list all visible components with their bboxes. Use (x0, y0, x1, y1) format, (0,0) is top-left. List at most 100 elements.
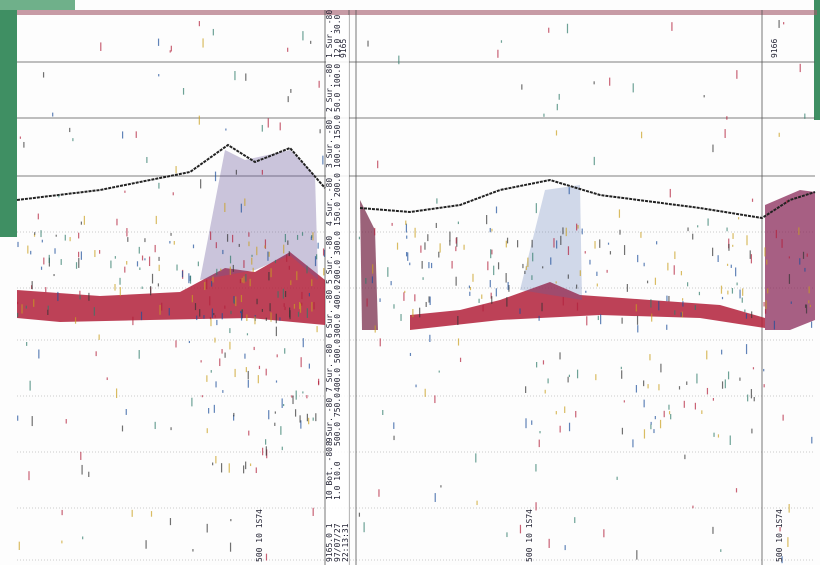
speck (80, 451, 82, 460)
labels: 9165 9166 500 10 1S74 500 10 1S74 500 10 1S7… (255, 10, 784, 562)
speck (562, 227, 564, 235)
speck (288, 251, 290, 257)
speck (654, 277, 657, 285)
speck (425, 301, 427, 307)
speck (507, 281, 509, 290)
speck (568, 187, 570, 195)
speck (222, 390, 224, 393)
annotation: 3 Sur. -80 (325, 120, 334, 168)
speck (191, 397, 193, 407)
speck (254, 316, 256, 325)
speck (294, 409, 297, 417)
speck (313, 302, 315, 310)
annotation: 6 Sur. -80 (325, 290, 334, 338)
speck (312, 417, 314, 421)
speck (482, 304, 484, 312)
speck (119, 277, 121, 285)
speck (577, 225, 579, 229)
speck (264, 245, 266, 248)
speck (712, 398, 714, 401)
speck (246, 314, 248, 322)
speck (110, 260, 112, 269)
speck (284, 291, 287, 298)
speck (301, 291, 303, 300)
speck (210, 318, 212, 327)
speck (323, 268, 325, 276)
speck (724, 379, 726, 389)
speck (225, 128, 227, 131)
speck (243, 465, 245, 474)
speck (567, 246, 570, 256)
speck (717, 255, 719, 263)
speck (596, 283, 598, 287)
speck (486, 215, 488, 225)
speck (170, 45, 172, 52)
speck (379, 298, 381, 302)
speck (243, 260, 245, 268)
speck (201, 395, 203, 398)
speck (78, 251, 80, 258)
speck (114, 284, 116, 291)
speck (745, 344, 748, 355)
speck (244, 353, 246, 359)
speck (798, 227, 800, 235)
speck (788, 504, 790, 513)
speck (398, 55, 400, 65)
speck (293, 303, 296, 309)
speck (650, 299, 652, 308)
speck (229, 341, 231, 350)
speck (251, 257, 253, 265)
speck (374, 325, 376, 333)
speck (308, 292, 310, 297)
speck (651, 313, 653, 322)
speck (656, 241, 658, 245)
speck (491, 249, 493, 255)
speck (214, 315, 216, 318)
speck (265, 317, 267, 321)
speck (378, 489, 380, 497)
speck (635, 304, 637, 312)
speck (99, 250, 101, 254)
speck (175, 166, 177, 174)
speck (735, 488, 738, 493)
speck (274, 259, 277, 264)
speck (555, 281, 557, 284)
speck (265, 439, 267, 445)
speck (778, 132, 780, 137)
speck (40, 230, 42, 238)
speck (658, 301, 660, 311)
speck (358, 236, 361, 240)
speck (576, 223, 578, 231)
speck (737, 217, 740, 220)
speck (226, 234, 229, 242)
speck (593, 156, 595, 166)
speck (274, 411, 276, 414)
speck (531, 420, 533, 425)
speck (154, 421, 156, 430)
speck (666, 295, 668, 302)
speck (726, 116, 728, 120)
speck (728, 238, 730, 249)
speck (678, 386, 681, 390)
speck (621, 427, 624, 435)
speck (23, 141, 25, 148)
speck (215, 242, 217, 249)
speck (753, 396, 755, 402)
speck (804, 267, 806, 272)
speck (434, 395, 436, 404)
speck (764, 309, 767, 314)
speck (181, 270, 184, 278)
speck (637, 254, 639, 263)
speck (559, 352, 561, 360)
speck (188, 340, 190, 344)
speck (299, 415, 301, 423)
speck (300, 420, 302, 429)
speck (556, 103, 558, 111)
speck (599, 239, 601, 248)
speck (457, 221, 459, 225)
speck (157, 283, 159, 287)
speck (316, 254, 318, 260)
speck (234, 71, 236, 81)
speck (596, 271, 598, 276)
speck (400, 314, 402, 321)
